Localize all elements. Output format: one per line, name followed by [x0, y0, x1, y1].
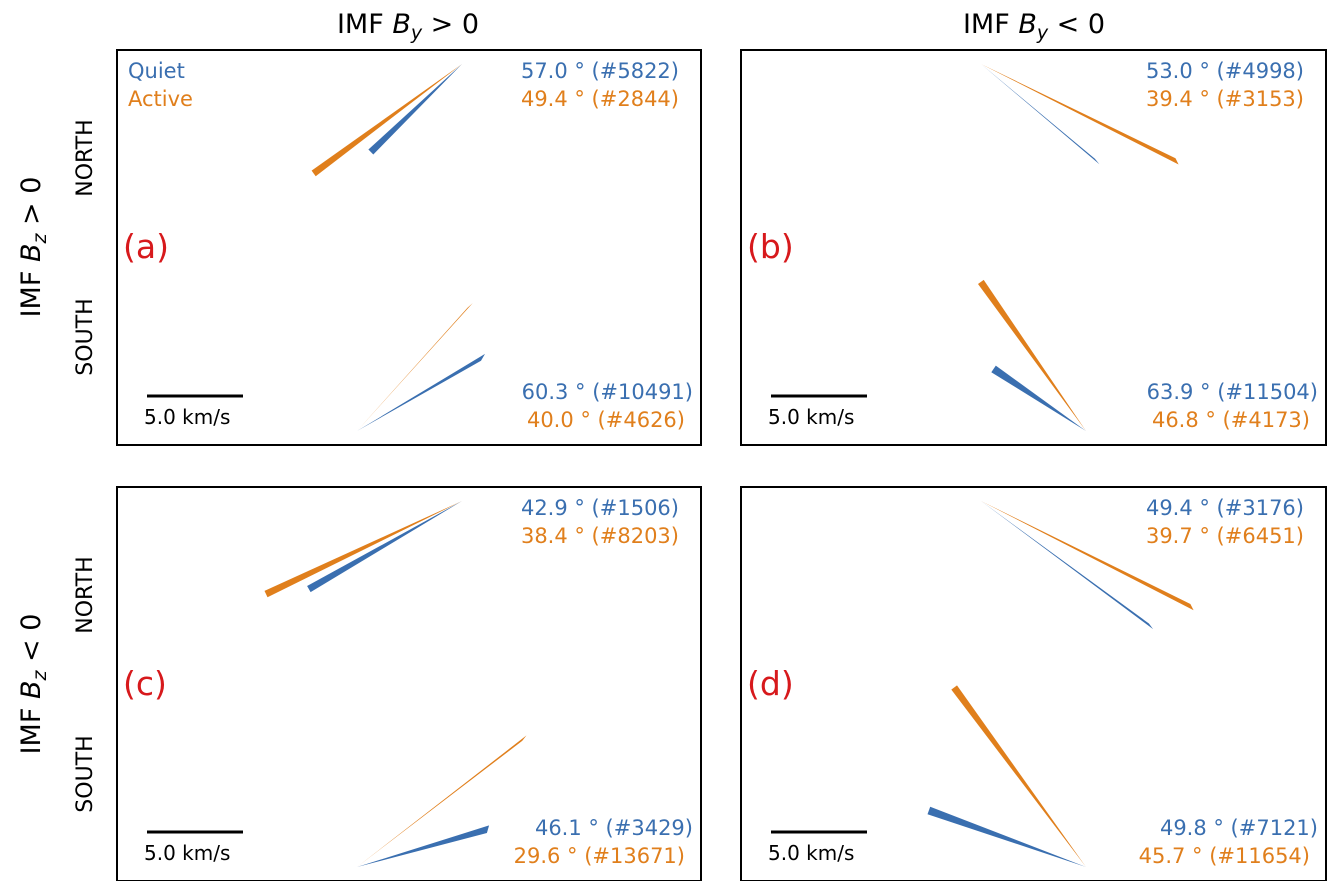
annotation-south-active: 45.7 ° (#11654) — [1139, 844, 1310, 868]
annotation-north-active: 38.4 ° (#8203) — [521, 524, 679, 548]
panel-frame — [116, 49, 702, 446]
row-title-bz-negative: IMF Bz < 0 — [16, 614, 51, 755]
annotation-north-quiet: 42.9 ° (#1506) — [521, 496, 679, 520]
vector-north-quiet — [368, 64, 462, 155]
scale-bar-label: 5.0 km/s — [144, 405, 230, 429]
scale-bar-label: 5.0 km/s — [768, 841, 854, 865]
row-title-bz-positive: IMF Bz > 0 — [16, 177, 51, 318]
panel-frame — [740, 486, 1327, 881]
hemisphere-label-north: NORTH — [73, 556, 98, 633]
vector-north-active — [311, 64, 462, 177]
panel-label: (c) — [123, 664, 167, 703]
vector-north-active — [981, 501, 1194, 611]
vector-south-quiet — [357, 825, 490, 867]
vector-south-quiet — [927, 806, 1086, 867]
vector-north-active — [981, 64, 1179, 165]
annotation-south-quiet: 46.1 ° (#3429) — [535, 816, 693, 840]
annotation-north-active: 49.4 ° (#2844) — [521, 87, 679, 111]
panel-label: (d) — [747, 664, 794, 703]
annotation-south-quiet: 60.3 ° (#10491) — [522, 380, 693, 404]
scale-bar-label: 5.0 km/s — [144, 841, 230, 865]
vector-south-quiet — [357, 353, 485, 431]
annotation-north-quiet: 57.0 ° (#5822) — [521, 59, 679, 83]
vector-south-active — [357, 303, 473, 431]
legend-quiet: Quiet — [128, 59, 185, 83]
annotation-south-quiet: 49.8 ° (#7121) — [1160, 816, 1318, 840]
legend-active: Active — [128, 87, 193, 111]
scale-bar-label: 5.0 km/s — [768, 405, 854, 429]
annotation-north-quiet: 53.0 ° (#4998) — [1146, 59, 1304, 83]
annotation-south-quiet: 63.9 ° (#11504) — [1147, 380, 1318, 404]
vector-north-quiet — [307, 501, 462, 593]
vector-south-active — [357, 735, 527, 867]
annotation-south-active: 29.6 ° (#13671) — [514, 844, 685, 868]
vector-south-active — [978, 279, 1086, 431]
annotation-north-quiet: 49.4 ° (#3176) — [1146, 496, 1304, 520]
column-title-by-negative: IMF By < 0 — [963, 9, 1105, 44]
panel-label: (a) — [123, 227, 169, 266]
panel-frame — [740, 49, 1327, 446]
vector-north-quiet — [981, 501, 1154, 630]
annotation-north-active: 39.4 ° (#3153) — [1146, 87, 1304, 111]
hemisphere-label-south: SOUTH — [73, 735, 98, 812]
annotation-south-active: 40.0 ° (#4626) — [527, 408, 685, 432]
annotation-south-active: 46.8 ° (#4173) — [1152, 408, 1310, 432]
hemisphere-label-south: SOUTH — [73, 298, 98, 375]
vector-south-active — [951, 685, 1086, 867]
annotation-north-active: 39.7 ° (#6451) — [1146, 524, 1304, 548]
panel-frame — [116, 486, 702, 881]
vector-north-quiet — [981, 64, 1100, 165]
vector-north-active — [264, 501, 462, 598]
column-title-by-positive: IMF By > 0 — [337, 9, 479, 44]
vector-south-quiet — [991, 365, 1086, 431]
panel-label: (b) — [747, 227, 794, 266]
hemisphere-label-north: NORTH — [73, 119, 98, 196]
